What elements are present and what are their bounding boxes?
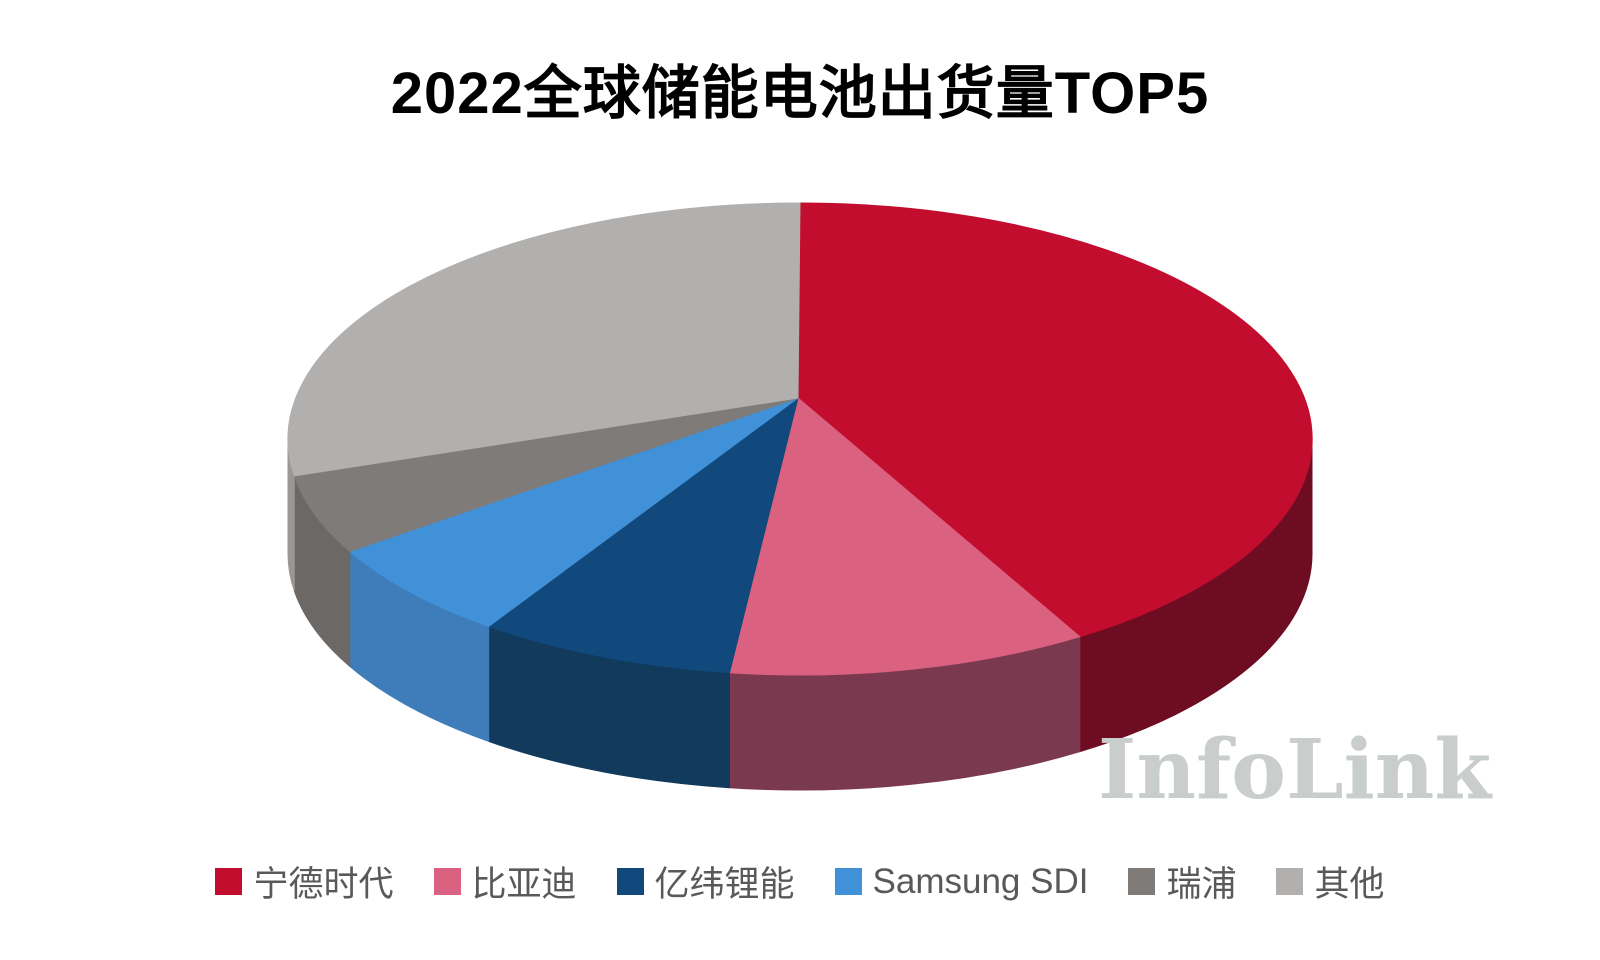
legend: 宁德时代 比亚迪 亿纬锂能 Samsung SDI 瑞浦 其他 xyxy=(0,856,1600,907)
legend-label: 亿纬锂能 xyxy=(654,865,795,904)
legend-item-others: 其他 xyxy=(1276,856,1385,907)
chart-title: 2022全球储能电池出货量TOP5 xyxy=(390,61,1210,126)
pie-slice xyxy=(487,396,799,674)
legend-item-byd: 比亚迪 xyxy=(433,856,577,907)
legend-swatch xyxy=(616,868,644,895)
legend-label: Samsung SDI xyxy=(872,861,1089,901)
legend-swatch xyxy=(433,868,461,895)
infolink-watermark: InfoLink xyxy=(1098,722,1492,818)
legend-swatch xyxy=(1276,868,1304,895)
pie-slice xyxy=(728,397,1081,676)
legend-swatch xyxy=(1128,868,1156,895)
pie-slice xyxy=(348,397,799,627)
legend-item-catl: 宁德时代 xyxy=(215,856,394,907)
legend-swatch xyxy=(215,868,243,895)
pie-slice xyxy=(797,202,1313,638)
legend-item-rept: 瑞浦 xyxy=(1128,856,1236,907)
legend-label: 比亚迪 xyxy=(471,865,577,904)
legend-item-eve: 亿纬锂能 xyxy=(616,856,795,907)
legend-item-samsung-sdi: Samsung SDI xyxy=(834,861,1089,902)
legend-label: 瑞浦 xyxy=(1166,865,1237,904)
pie-slice xyxy=(293,397,799,552)
pie-slice xyxy=(287,202,801,477)
legend-swatch xyxy=(834,868,862,895)
legend-label: 宁德时代 xyxy=(253,865,394,904)
legend-label: 其他 xyxy=(1314,865,1385,904)
